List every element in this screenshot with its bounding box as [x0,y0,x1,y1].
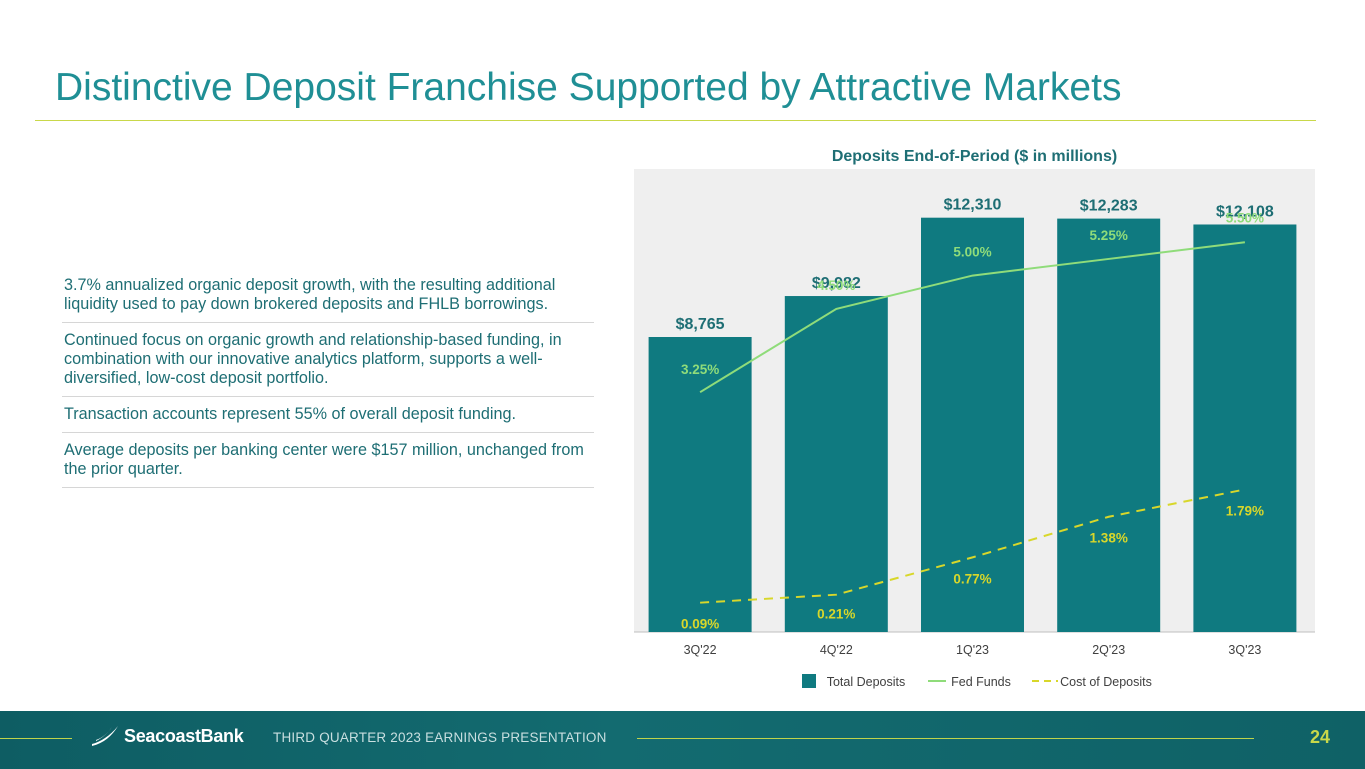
cost-of-deposits-label: 0.77% [953,571,991,586]
bullet-list: 3.7% annualized organic deposit growth, … [62,270,594,488]
footer-rule-left [0,738,72,739]
x-tick-label: 3Q'23 [1228,643,1261,657]
fed-funds-label: 5.50% [1226,210,1264,225]
fed-funds-label: 5.25% [1090,228,1128,243]
footer-bar: SeacoastBank THIRD QUARTER 2023 EARNINGS… [0,711,1365,769]
seacoast-logo: SeacoastBank [90,724,244,748]
title-divider [35,120,1316,121]
deposit-bar [921,217,1024,632]
bar-value-label: $12,283 [1080,198,1138,215]
bullet-item: 3.7% annualized organic deposit growth, … [62,270,594,323]
logo-text: SeacoastBank [124,725,244,746]
legend-label: Fed Funds [951,675,1011,689]
x-tick-label: 4Q'22 [820,643,853,657]
x-tick-label: 3Q'22 [684,643,717,657]
deposit-bar [648,337,752,632]
page-title: Distinctive Deposit Franchise Supported … [55,66,1122,109]
fed-funds-line [699,241,1246,394]
x-tick-label: 2Q'23 [1092,643,1125,657]
bar-value-label: $8,765 [676,316,725,333]
fed-funds-label: 5.00% [953,245,991,260]
x-tick-label: 1Q'23 [956,643,989,657]
bar-value-label: $12,108 [1216,203,1274,220]
cost-of-deposits-label: 0.09% [681,617,719,632]
cost-of-deposits-line [700,488,1246,604]
bullet-item: Continued focus on organic growth and re… [62,323,594,397]
fed-funds-label: 4.50% [817,278,855,293]
cost-of-deposits-label: 1.38% [1090,531,1128,546]
fed-funds-label: 3.25% [681,362,719,377]
chart-title: Deposits End-of-Period ($ in millions) [831,148,1118,165]
presentation-name: THIRD QUARTER 2023 EARNINGS PRESENTATION [273,730,607,745]
bullet-item: Transaction accounts represent 55% of ov… [62,397,594,433]
page-number: 24 [1309,727,1330,747]
legend-label: Total Deposits [827,675,906,689]
legend-swatch-bar [802,674,816,688]
deposit-bar [1057,218,1161,632]
bar-value-label: $12,310 [944,197,1002,214]
cost-of-deposits-label: 0.21% [817,607,855,622]
bar-value-label: $9,982 [812,275,861,292]
deposit-bar [784,296,888,632]
bullet-item: Average deposits per banking center were… [62,433,594,488]
deposits-chart: $8,765 $9,982 $12,310 $12,283 $12,108 3.25% 4.… [634,169,1315,689]
sail-icon [92,726,118,746]
footer-rule-right [637,738,1254,739]
cost-of-deposits-label: 1.79% [1226,503,1264,518]
legend-label: Cost of Deposits [1060,675,1152,689]
deposit-bar [1193,224,1297,632]
